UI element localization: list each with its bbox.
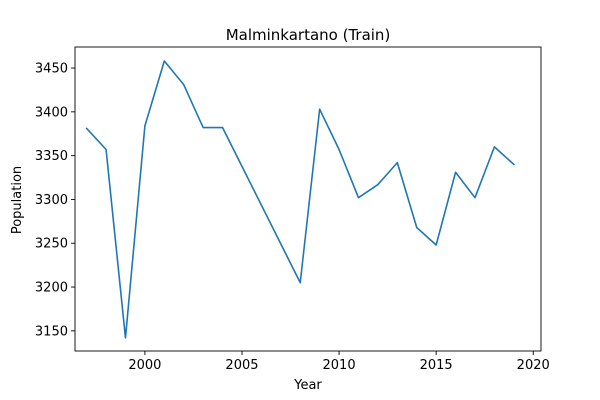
data-point <box>319 108 321 110</box>
chart-title: Malminkartano (Train) <box>226 26 391 44</box>
plot-area: 2000 2005 2010 2015 2020 3150 3200 3250 3300 3350… <box>35 46 550 373</box>
data-point <box>358 197 360 199</box>
y-tick-label: 3350 <box>35 149 68 164</box>
y-tick-label: 3150 <box>35 324 68 339</box>
x-tick-label: 2010 <box>323 358 356 373</box>
data-point <box>338 149 340 151</box>
x-tick-label: 2000 <box>128 358 161 373</box>
data-point <box>299 282 301 284</box>
data-point <box>416 227 418 229</box>
data-point <box>164 60 166 62</box>
data-point <box>105 149 107 151</box>
data-point <box>183 84 185 86</box>
x-axis-label: Year <box>293 378 322 393</box>
data-point <box>202 127 204 129</box>
data-point <box>397 162 399 164</box>
y-tick-label: 3450 <box>35 62 68 77</box>
data-point <box>435 244 437 246</box>
y-tick-label: 3250 <box>35 237 68 252</box>
x-tick-label: 2020 <box>517 358 550 373</box>
plot-frame <box>74 46 542 352</box>
data-point <box>494 146 496 148</box>
data-point <box>513 164 515 166</box>
data-point <box>125 337 127 339</box>
y-tick-label: 3300 <box>35 193 68 208</box>
data-point <box>144 125 146 127</box>
data-point <box>86 128 88 130</box>
y-axis-label: Population <box>10 166 25 234</box>
data-point <box>377 184 379 186</box>
series-line-0 <box>85 60 515 339</box>
x-tick-label: 2015 <box>420 358 453 373</box>
x-tick-label: 2005 <box>225 358 258 373</box>
data-point <box>455 171 457 173</box>
y-tick-label: 3400 <box>35 105 68 120</box>
y-tick-label: 3200 <box>35 281 68 296</box>
data-point <box>222 127 224 129</box>
data-point <box>474 197 476 199</box>
